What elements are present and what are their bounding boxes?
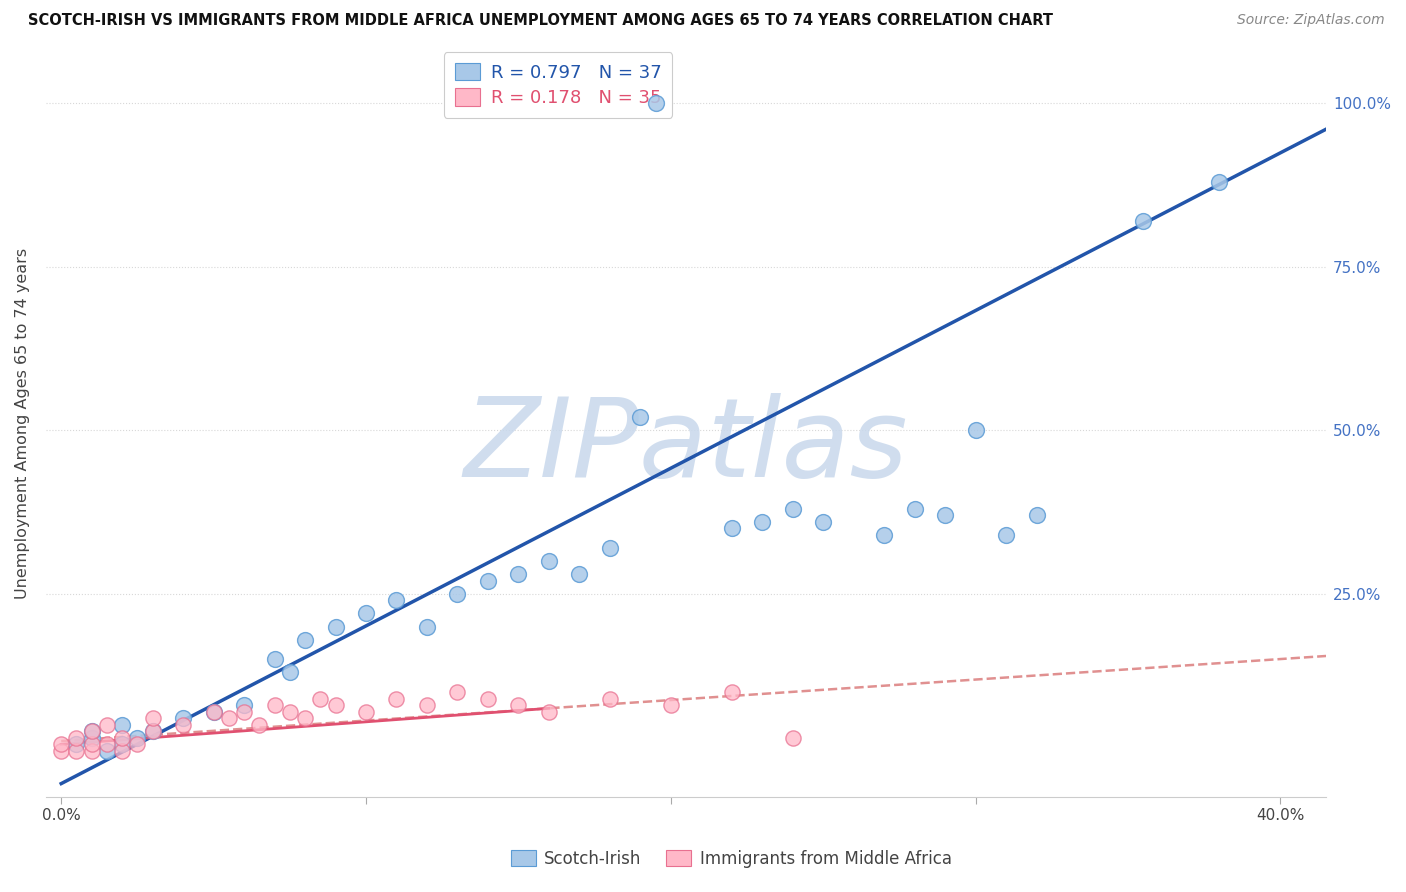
Point: [96, 737, 118, 751]
Point: [127, 731, 149, 745]
Point: [782, 501, 804, 516]
Point: [354, 705, 377, 719]
Point: [325, 698, 347, 712]
Text: ZIPatlas: ZIPatlas: [464, 392, 908, 500]
Point: [1132, 214, 1154, 228]
Point: [568, 567, 591, 582]
Point: [537, 554, 560, 568]
Point: [1025, 508, 1047, 523]
Point: [385, 593, 408, 607]
Point: [80, 724, 103, 739]
Point: [263, 652, 285, 666]
Point: [172, 711, 194, 725]
Point: [202, 705, 225, 719]
Point: [278, 665, 301, 680]
Point: [80, 737, 103, 751]
Point: [142, 711, 165, 725]
Point: [111, 744, 134, 758]
Point: [508, 567, 530, 582]
Point: [80, 731, 103, 745]
Point: [142, 724, 165, 739]
Point: [1208, 175, 1230, 189]
Point: [111, 731, 134, 745]
Text: SCOTCH-IRISH VS IMMIGRANTS FROM MIDDLE AFRICA UNEMPLOYMENT AMONG AGES 65 TO 74 Y: SCOTCH-IRISH VS IMMIGRANTS FROM MIDDLE A…: [28, 13, 1053, 29]
Point: [202, 705, 225, 719]
Point: [127, 737, 149, 751]
Point: [80, 724, 103, 739]
Point: [644, 96, 666, 111]
Point: [294, 632, 316, 647]
Point: [96, 717, 118, 731]
Point: [96, 744, 118, 758]
Point: [995, 528, 1018, 542]
Point: [751, 515, 773, 529]
Point: [599, 691, 621, 706]
Point: [782, 731, 804, 745]
Point: [446, 685, 468, 699]
Point: [720, 685, 742, 699]
Point: [111, 737, 134, 751]
Point: [599, 541, 621, 555]
Point: [111, 717, 134, 731]
Point: [65, 737, 87, 751]
Point: [65, 731, 87, 745]
Point: [416, 619, 439, 633]
Point: [873, 528, 896, 542]
Point: [65, 744, 87, 758]
Point: [628, 410, 651, 425]
Point: [309, 691, 332, 706]
Point: [477, 574, 499, 588]
Point: [811, 515, 834, 529]
Legend: R = 0.797   N = 37, R = 0.178   N = 35: R = 0.797 N = 37, R = 0.178 N = 35: [444, 53, 672, 118]
Point: [354, 607, 377, 621]
Point: [325, 619, 347, 633]
Legend: Scotch-Irish, Immigrants from Middle Africa: Scotch-Irish, Immigrants from Middle Afr…: [503, 844, 959, 875]
Point: [278, 705, 301, 719]
Point: [51, 744, 73, 758]
Point: [508, 698, 530, 712]
Point: [477, 691, 499, 706]
Y-axis label: Unemployment Among Ages 65 to 74 years: Unemployment Among Ages 65 to 74 years: [15, 248, 30, 599]
Point: [294, 711, 316, 725]
Point: [903, 501, 925, 516]
Point: [934, 508, 956, 523]
Point: [385, 691, 408, 706]
Point: [416, 698, 439, 712]
Point: [247, 717, 270, 731]
Point: [659, 698, 682, 712]
Point: [965, 423, 987, 437]
Point: [446, 587, 468, 601]
Point: [142, 724, 165, 739]
Text: Source: ZipAtlas.com: Source: ZipAtlas.com: [1237, 13, 1385, 28]
Point: [80, 744, 103, 758]
Point: [233, 698, 256, 712]
Point: [172, 717, 194, 731]
Point: [51, 737, 73, 751]
Point: [263, 698, 285, 712]
Point: [233, 705, 256, 719]
Point: [720, 521, 742, 535]
Point: [218, 711, 240, 725]
Point: [537, 705, 560, 719]
